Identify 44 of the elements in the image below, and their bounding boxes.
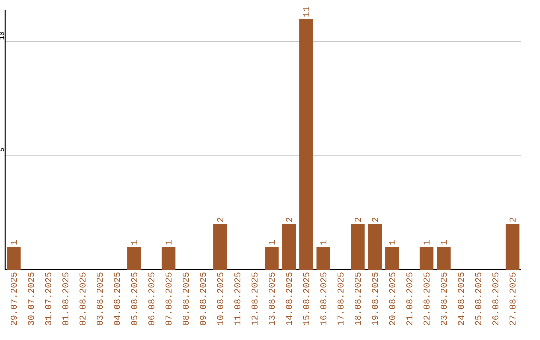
data-label: 1 <box>389 240 396 245</box>
x-tick-label: 27.08.2025 <box>510 272 516 326</box>
x-tick-label: 24.08.2025 <box>458 272 464 326</box>
x-tick-label: 08.08.2025 <box>182 272 190 326</box>
data-label: 2 <box>217 218 224 222</box>
x-tick-label: 29.07.2025 <box>10 272 18 326</box>
data-label: 1 <box>320 240 327 245</box>
x-tick-label: 17.08.2025 <box>338 272 344 326</box>
data-label: 1 <box>166 240 172 245</box>
x-tick-label: 25.08.2025 <box>475 272 482 326</box>
x-tick-label: 20.08.2025 <box>389 272 396 326</box>
data-label: 11 <box>303 7 310 17</box>
x-tick-label: 11.08.2025 <box>234 272 241 326</box>
data-label: 1 <box>441 240 447 245</box>
x-tick-label: 06.08.2025 <box>148 272 155 326</box>
data-label: 1 <box>11 240 17 245</box>
x-tick-label: 18.08.2025 <box>354 272 362 326</box>
x-tick-label: 15.08.2025 <box>303 272 310 326</box>
x-tick-label: 21.08.2025 <box>406 272 413 326</box>
x-tick-label: 22.08.2025 <box>424 272 430 326</box>
data-label: 1 <box>269 240 275 245</box>
data-label: 2 <box>355 218 362 222</box>
x-tick-label: 19.08.2025 <box>372 272 378 326</box>
x-tick-label: 04.08.2025 <box>114 272 120 326</box>
x-tick-label: 01.08.2025 <box>62 272 69 326</box>
data-label: 2 <box>510 218 516 222</box>
x-tick-label: 03.08.2025 <box>96 272 104 326</box>
x-tick-label: 26.08.2025 <box>492 272 499 326</box>
x-tick-label: 07.08.2025 <box>166 272 172 326</box>
x-tick-label: 30.07.2025 <box>28 272 34 326</box>
x-tick-label: 09.08.2025 <box>200 272 206 326</box>
x-tick-label: 13.08.2025 <box>268 272 276 326</box>
data-label: 1 <box>131 240 138 245</box>
x-tick-label: 05.08.2025 <box>131 272 138 326</box>
x-tick-label: 31.07.2025 <box>45 272 52 326</box>
data-label: 1 <box>424 240 430 245</box>
x-tick-label: 10.08.2025 <box>217 272 224 326</box>
data-label: 2 <box>286 218 292 222</box>
data-label: 2 <box>372 218 378 222</box>
x-tick-label: 23.08.2025 <box>440 272 448 326</box>
x-tick-label: 02.08.2025 <box>80 272 86 326</box>
x-tick-label: 14.08.2025 <box>286 272 292 326</box>
x-tick-label: 12.08.2025 <box>252 272 258 326</box>
x-tick-label: 16.08.2025 <box>320 272 327 326</box>
